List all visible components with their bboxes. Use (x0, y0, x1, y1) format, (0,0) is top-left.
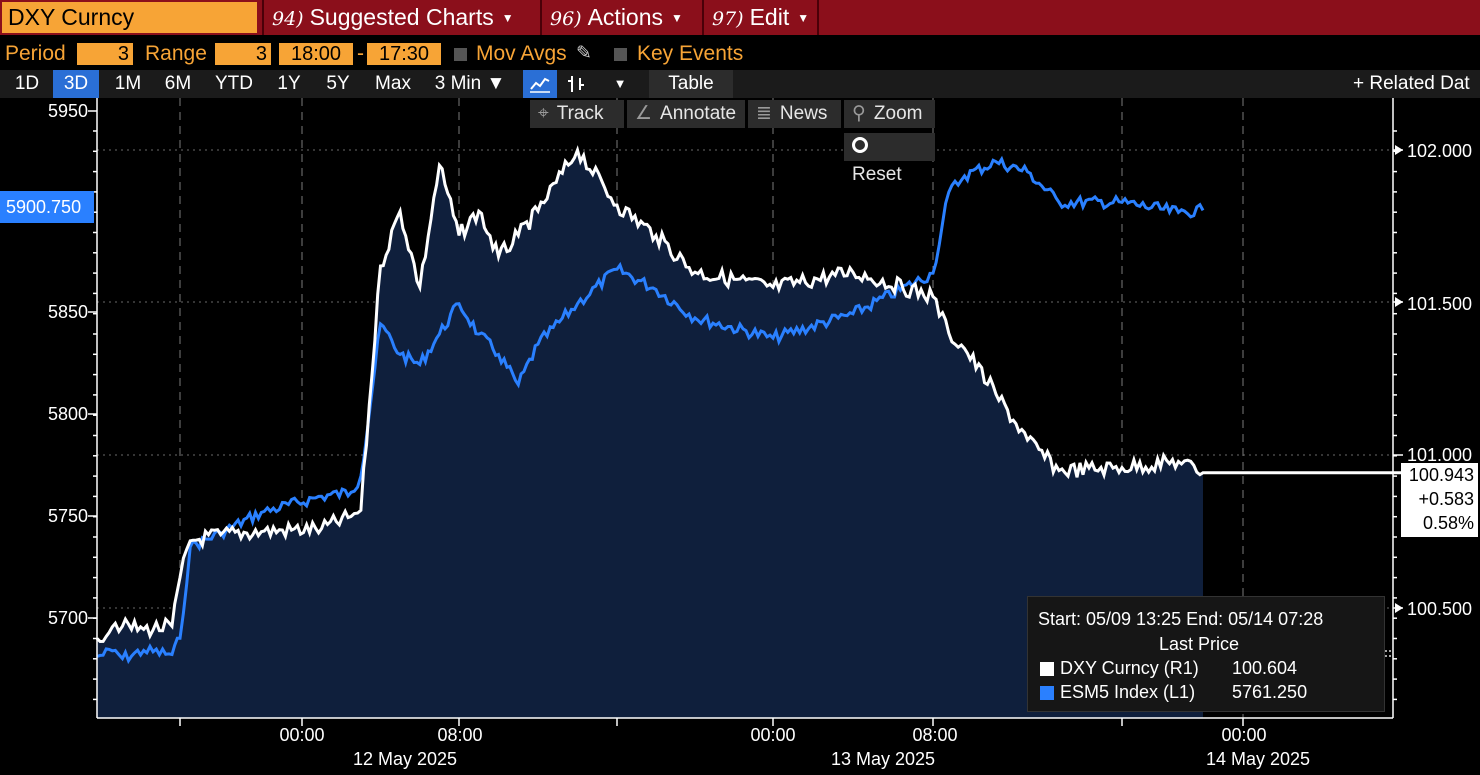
axis-arrow-icon (1395, 603, 1403, 613)
range-6m-button[interactable]: 6M (155, 70, 201, 98)
range-ytd-button[interactable]: YTD (205, 70, 263, 98)
legend-entry-esm5: ESM5 Index (L1) 5761.250 (1040, 682, 1307, 703)
dxy-last-value: 100.943 (1408, 465, 1474, 485)
magnifier-icon: ⚲ (852, 103, 866, 124)
range-1d-button[interactable]: 1D (5, 70, 49, 98)
legend-series-name: DXY Curncy (R1) (1060, 658, 1199, 678)
crosshair-icon: ⌖ (538, 103, 549, 124)
legend-entry-dxy: DXY Curncy (R1) 100.604 (1040, 658, 1297, 679)
reset-label: Reset (852, 164, 902, 185)
end-time-input[interactable]: 17:30 (367, 43, 441, 65)
left-last-price-label: 5900.750 (0, 191, 94, 223)
left-tick-label: 5800 (47, 404, 88, 424)
zoom-label: Zoom (873, 103, 923, 124)
interval-dropdown[interactable]: 3 Min ▼ (425, 70, 515, 98)
left-tick-label: 5850 (47, 302, 88, 322)
range-3d-button[interactable]: 3D (53, 70, 99, 98)
x-date-label: 13 May 2025 (830, 749, 936, 769)
mov-avgs-label: Mov Avgs (476, 42, 567, 65)
related-data-button[interactable]: + Related Dat (1345, 70, 1480, 98)
left-tick-label: 5750 (47, 506, 88, 526)
chart-legend: Start: 05/09 13:25 End: 05/14 07:28 Last… (1027, 596, 1385, 712)
x-date-label: 12 May 2025 (352, 749, 458, 769)
news-label: News (779, 103, 828, 124)
period-label: Period (5, 42, 66, 65)
esm5-area-fill (97, 150, 1203, 718)
legend-swatch (1040, 662, 1054, 677)
right-tick-label: 100.500 (1407, 599, 1473, 619)
menu-number: 97) (712, 8, 744, 30)
range-1m-button[interactable]: 1M (105, 70, 151, 98)
range-label: Range (145, 42, 207, 65)
right-last-price-box: 100.943 +0.583 0.58% (1401, 463, 1478, 537)
x-time-label: 08:00 (912, 725, 958, 745)
menu-label: Actions (587, 4, 664, 30)
menu-label: Suggested Charts (309, 4, 494, 30)
range-5y-button[interactable]: 5Y (315, 70, 361, 98)
chevron-down-icon: ▼ (501, 11, 514, 26)
key-events-label: Key Events (637, 42, 744, 65)
annotate-tool-button[interactable]: ∠ Annotate (627, 100, 745, 128)
x-date-label: 14 May 2025 (1205, 749, 1311, 769)
news-icon: ≣ (756, 103, 772, 124)
bar-chart-icon[interactable] (561, 70, 591, 98)
header-bar: DXY Curncy 94) Suggested Charts ▼ 96) Actio… (0, 0, 1480, 35)
range-1y-button[interactable]: 1Y (267, 70, 311, 98)
dxy-series-line (95, 145, 1401, 644)
chevron-down-icon: ▼ (797, 11, 810, 26)
menu-label: Edit (749, 4, 790, 30)
ticker-field[interactable]: DXY Curncy (2, 2, 257, 33)
x-time-label: 00:00 (1221, 725, 1267, 745)
table-button[interactable]: Table (649, 70, 733, 98)
menu-number: 96) (550, 8, 582, 30)
menu-number: 94) (272, 8, 304, 30)
range-toolbar: 1D 3D 1M 6M YTD 1Y 5Y Max 3 Min ▼ ▼ Tabl… (0, 70, 1480, 98)
suggested-charts-menu[interactable]: 94) Suggested Charts ▼ (262, 0, 522, 35)
time-dash: - (357, 42, 364, 65)
dxy-change-pct: 0.58% (1422, 513, 1474, 533)
key-events-checkbox[interactable] (614, 48, 627, 61)
left-tick-label: 5700 (47, 608, 88, 628)
actions-menu[interactable]: 96) Actions ▼ (540, 0, 691, 35)
annotate-icon: ∠ (635, 103, 653, 124)
x-time-label: 00:00 (279, 725, 325, 745)
x-time-label: 08:00 (437, 725, 483, 745)
esm5-series-line (96, 155, 1205, 665)
right-tick-label: 101.500 (1407, 294, 1473, 314)
chevron-down-icon: ▼ (671, 11, 683, 26)
reset-tool-button[interactable]: Reset (844, 133, 935, 185)
track-label: Track (556, 103, 604, 124)
edit-menu[interactable]: 97) Edit ▼ (702, 0, 820, 35)
mov-avgs-checkbox[interactable] (454, 48, 467, 61)
legend-series-value: 5761.250 (1232, 682, 1308, 702)
track-tool-button[interactable]: ⌖ Track (530, 100, 624, 128)
axis-arrow-icon (1395, 297, 1403, 307)
axis-arrow-icon (1395, 145, 1403, 155)
dxy-change: +0.583 (1418, 489, 1474, 509)
reset-icon (852, 137, 868, 153)
start-time-input[interactable]: 18:00 (279, 43, 353, 65)
line-chart-icon[interactable] (523, 70, 557, 98)
legend-title: Last Price (1159, 634, 1240, 654)
range-max-button[interactable]: Max (365, 70, 421, 98)
x-time-label: 00:00 (750, 725, 796, 745)
legend-series-value: 100.604 (1232, 658, 1298, 678)
news-tool-button[interactable]: ≣ News (748, 100, 841, 128)
right-tick-label: 102.000 (1407, 141, 1473, 161)
range-input[interactable]: 3 (215, 43, 271, 65)
zoom-tool-button[interactable]: ⚲ Zoom (844, 100, 935, 128)
legend-series-name: ESM5 Index (L1) (1060, 682, 1196, 702)
pencil-icon[interactable]: ✎ (576, 43, 592, 64)
legend-swatch (1040, 686, 1054, 701)
left-tick-label: 5950 (47, 101, 88, 121)
settings-bar: Period 3 Range 3 18:00 - 17:30 Mov Avgs … (0, 40, 1480, 68)
chart-type-dropdown-icon[interactable]: ▼ (595, 70, 645, 98)
right-tick-label-partial: 101.000 (1407, 445, 1473, 461)
period-input[interactable]: 3 (77, 43, 133, 65)
annotate-label: Annotate (660, 103, 737, 124)
legend-date-range: Start: 05/09 13:25 End: 05/14 07:28 (1038, 609, 1324, 629)
